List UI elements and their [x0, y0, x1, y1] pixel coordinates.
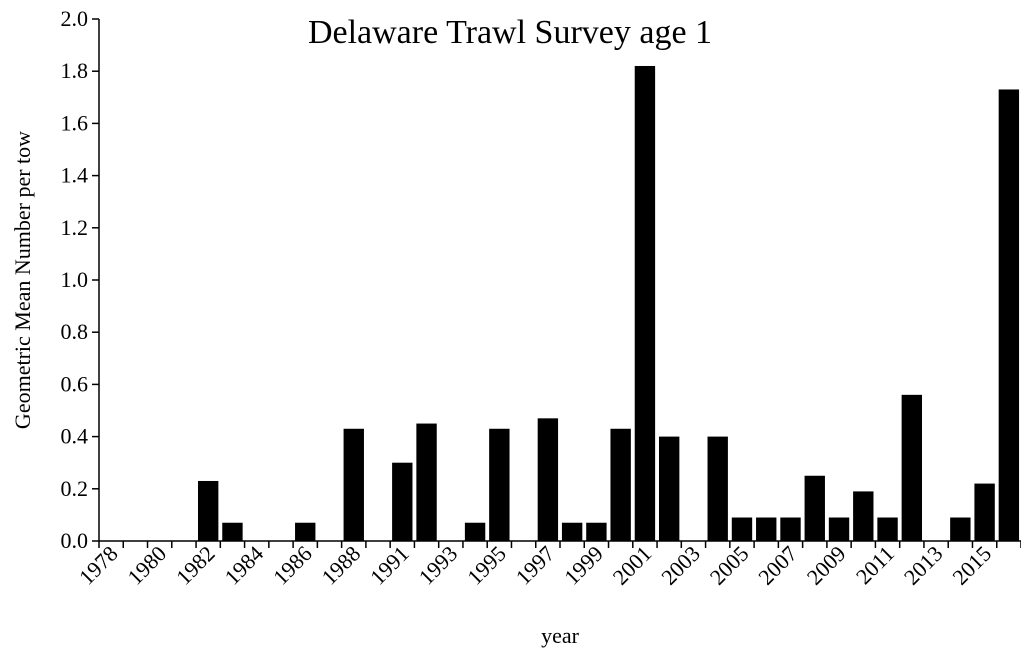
x-tick-label: 1999 [559, 541, 608, 590]
bar-1982 [197, 480, 219, 541]
bar-2004 [707, 436, 728, 541]
x-tick-label: 1997 [511, 541, 560, 590]
x-tick-label: 1988 [317, 541, 366, 590]
y-tick-label: 0.8 [61, 319, 89, 344]
x-tick-label: 1984 [219, 541, 268, 590]
x-tick-label: 1991 [365, 541, 414, 590]
x-tick-label: 2005 [705, 541, 754, 590]
y-axis: 0.0 0.2 0.4 0.6 0.8 1.0 1.2 1.4 1.6 1.8 2.0 [61, 6, 100, 553]
bar-1983 [222, 522, 243, 541]
bars [197, 65, 1020, 541]
bar-1986 [295, 522, 316, 541]
x-tick-label: 2009 [802, 541, 851, 590]
bar-2014 [950, 517, 971, 541]
x-tick-label: 2001 [608, 541, 657, 590]
x-tick-label: 1995 [462, 541, 511, 590]
bar-2008 [804, 475, 825, 541]
y-tick-label: 1.6 [61, 110, 89, 135]
bar-1994 [464, 522, 486, 541]
x-axis-label: year [541, 623, 580, 648]
x-tick-label: 1993 [414, 541, 463, 590]
x-tick-label: 1986 [268, 541, 317, 590]
bar-2000 [610, 428, 631, 541]
bar-2012 [901, 394, 923, 541]
y-tick-label: 0.4 [61, 424, 89, 449]
chart-title: Delaware Trawl Survey age 1 [308, 14, 712, 51]
bar-2009 [828, 517, 850, 541]
y-tick-label: 0.0 [61, 528, 89, 553]
bar-1988 [343, 428, 364, 541]
y-tick-label: 1.8 [61, 58, 89, 83]
y-tick-label: 1.2 [61, 215, 89, 240]
x-tick-label: 2007 [753, 541, 802, 590]
x-tick-label: 1980 [122, 541, 171, 590]
bar-2007 [780, 517, 801, 541]
bar-2005 [731, 517, 753, 541]
bar-2002 [658, 436, 680, 541]
bar-2015 [974, 483, 995, 541]
bar-2011 [877, 517, 898, 541]
bar-1992 [416, 423, 437, 541]
bar-1997 [537, 418, 559, 541]
bar-2006 [756, 517, 777, 541]
y-tick-label: 2.0 [61, 6, 89, 31]
bar-1999 [586, 522, 607, 541]
x-tick-label: 2015 [947, 541, 996, 590]
y-axis-label: Geometric Mean Number per tow [10, 131, 35, 429]
bar-2010 [853, 491, 874, 541]
x-axis: 1978 1980 1982 1984 1986 1988 1991 1993 1995 1997… [74, 540, 1021, 590]
y-tick-label: 0.2 [61, 476, 89, 501]
x-tick-label: 2003 [656, 541, 705, 590]
x-tick-label: 2013 [899, 541, 948, 590]
x-tick-label: 2011 [851, 541, 899, 589]
bar-2016 [998, 89, 1020, 541]
y-tick-label: 1.0 [61, 267, 89, 292]
y-tick-label: 0.6 [61, 371, 89, 396]
bar-1991 [392, 462, 413, 541]
bar-2001 [634, 65, 656, 541]
x-tick-label: 1982 [171, 541, 220, 590]
y-tick-label: 1.4 [61, 163, 89, 188]
bar-1998 [561, 522, 583, 541]
bar-1995 [489, 428, 510, 541]
